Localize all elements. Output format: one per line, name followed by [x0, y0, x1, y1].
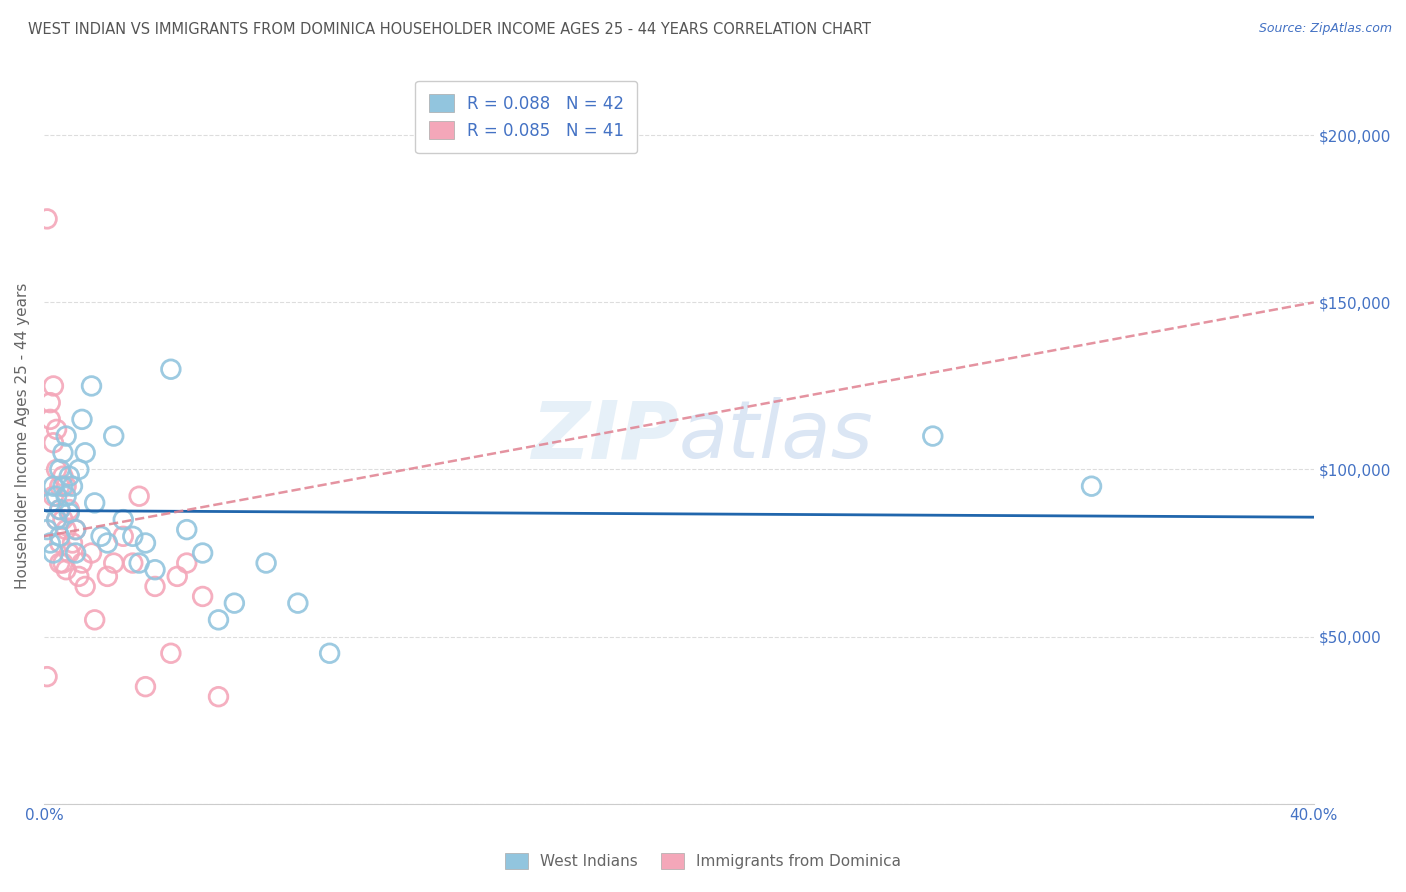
Point — [55, 429, 77, 443]
Point — [166, 569, 188, 583]
Point — [55, 479, 77, 493]
Point — [39, 412, 62, 426]
Point — [49, 502, 72, 516]
Point — [112, 513, 135, 527]
Point — [96, 536, 118, 550]
Point — [35, 211, 58, 226]
Point — [143, 579, 166, 593]
Point — [90, 529, 112, 543]
Point — [35, 523, 58, 537]
Text: atlas: atlas — [679, 397, 873, 475]
Point — [45, 489, 67, 503]
Point — [121, 529, 143, 543]
Point — [49, 502, 72, 516]
Point — [39, 536, 62, 550]
Point — [134, 536, 156, 550]
Point — [191, 546, 214, 560]
Point — [67, 462, 90, 476]
Point — [70, 556, 93, 570]
Point — [55, 563, 77, 577]
Point — [287, 596, 309, 610]
Y-axis label: Householder Income Ages 25 - 44 years: Householder Income Ages 25 - 44 years — [15, 283, 30, 590]
Text: Source: ZipAtlas.com: Source: ZipAtlas.com — [1258, 22, 1392, 36]
Point — [49, 529, 72, 543]
Point — [65, 523, 87, 537]
Point — [42, 379, 65, 393]
Text: WEST INDIAN VS IMMIGRANTS FROM DOMINICA HOUSEHOLDER INCOME AGES 25 - 44 YEARS CO: WEST INDIAN VS IMMIGRANTS FROM DOMINICA … — [28, 22, 872, 37]
Point — [1080, 479, 1102, 493]
Point — [58, 469, 80, 483]
Point — [45, 422, 67, 436]
Point — [128, 489, 150, 503]
Point — [49, 479, 72, 493]
Point — [75, 579, 97, 593]
Point — [176, 523, 198, 537]
Point — [128, 556, 150, 570]
Point — [318, 646, 340, 660]
Point — [134, 680, 156, 694]
Point — [42, 479, 65, 493]
Text: ZIP: ZIP — [531, 397, 679, 475]
Point — [42, 435, 65, 450]
Point — [52, 446, 75, 460]
Point — [52, 479, 75, 493]
Point — [39, 395, 62, 409]
Point — [35, 670, 58, 684]
Point — [55, 489, 77, 503]
Point — [207, 613, 229, 627]
Point — [58, 506, 80, 520]
Point — [49, 462, 72, 476]
Point — [160, 362, 183, 376]
Point — [143, 563, 166, 577]
Point — [45, 513, 67, 527]
Point — [70, 412, 93, 426]
Point — [52, 556, 75, 570]
Point — [67, 569, 90, 583]
Point — [42, 489, 65, 503]
Point — [921, 429, 943, 443]
Point — [254, 556, 277, 570]
Point — [80, 379, 103, 393]
Point — [58, 502, 80, 516]
Point — [75, 446, 97, 460]
Point — [121, 556, 143, 570]
Point — [65, 546, 87, 560]
Point — [39, 496, 62, 510]
Point — [112, 529, 135, 543]
Point — [62, 536, 84, 550]
Point — [52, 469, 75, 483]
Point — [83, 613, 105, 627]
Point — [55, 523, 77, 537]
Point — [160, 646, 183, 660]
Point — [42, 546, 65, 560]
Point — [224, 596, 246, 610]
Point — [83, 496, 105, 510]
Point — [176, 556, 198, 570]
Point — [58, 546, 80, 560]
Point — [103, 556, 125, 570]
Point — [45, 462, 67, 476]
Point — [80, 546, 103, 560]
Point — [103, 429, 125, 443]
Point — [49, 556, 72, 570]
Legend: West Indians, Immigrants from Dominica: West Indians, Immigrants from Dominica — [499, 847, 907, 875]
Point — [96, 569, 118, 583]
Point — [52, 513, 75, 527]
Point — [207, 690, 229, 704]
Legend: R = 0.088   N = 42, R = 0.085   N = 41: R = 0.088 N = 42, R = 0.085 N = 41 — [415, 80, 637, 153]
Point — [49, 536, 72, 550]
Point — [191, 590, 214, 604]
Point — [65, 523, 87, 537]
Point — [62, 479, 84, 493]
Point — [45, 513, 67, 527]
